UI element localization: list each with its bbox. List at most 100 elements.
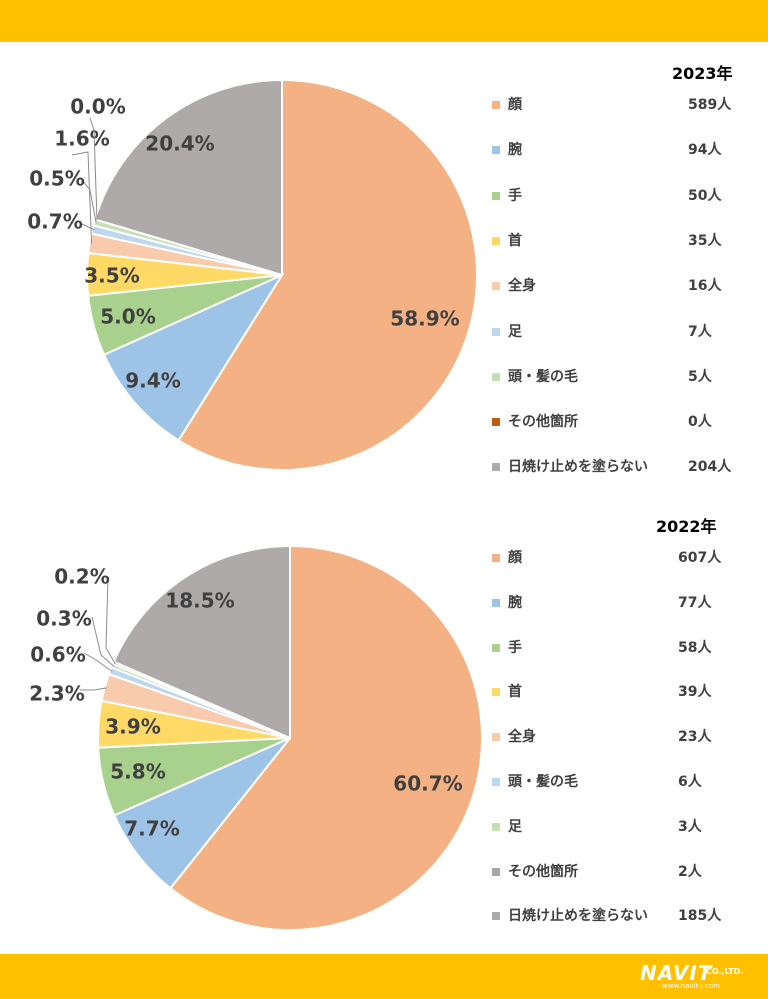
pie-slice-1-1 (112, 737, 291, 890)
pie-chart-2023: 58.9% 9.4% 5.0% 3.5% 1.6% 0.7% 0.5% 0.0% 20.4% 2… (0, 0, 768, 490)
legend-label: 足 (508, 818, 522, 835)
pie-slice-1-8 (112, 544, 291, 740)
legend-value: 58人 (678, 639, 712, 656)
pie-label-0-2: 5.0% (100, 305, 155, 329)
legend-item-0-7: その他箇所 0人 (492, 412, 742, 432)
legend-swatch (492, 598, 500, 607)
pie-label-0-6: 0.5% (29, 167, 84, 191)
leader-line-1-5 (83, 652, 113, 672)
legend-label: 全身 (508, 729, 536, 746)
legend-value: 5人 (688, 368, 712, 385)
legend-value: 6人 (678, 774, 702, 790)
legend-label: 首 (508, 684, 522, 701)
pie-label-0-7: 0.0% (70, 95, 125, 119)
legend-value: 589人 (688, 97, 732, 113)
legend-value: 39人 (678, 684, 712, 701)
pie-label-1-8: 18.5% (165, 589, 234, 613)
pie-label-0-4: 1.6% (54, 127, 109, 151)
pie-label-1-2: 5.8% (110, 760, 165, 784)
leader-line-1-4 (80, 687, 107, 691)
pie-2023-svg: 58.9% 9.4% 5.0% 3.5% 1.6% 0.7% 0.5% 0.0% 20.4% (27, 78, 478, 471)
legend-label: 顔 (508, 97, 522, 113)
legend-item-0-4: 全身 16人 (492, 276, 742, 296)
navit-logo: NAVIT CO.,LTD. www.navit-j.com (640, 961, 744, 990)
pie-chart-2022: 60.7% 7.7% 5.8% 3.9% 2.3% 0.6% 0.3% 0.2% 18.5% 2… (29, 517, 742, 931)
legend-swatch (492, 191, 500, 200)
bottom-banner: NAVIT CO.,LTD. www.navit-j.com (0, 954, 768, 999)
legend-item-1-3: 首 39人 (492, 682, 742, 702)
pie-slice-0-1 (102, 272, 285, 442)
pie-label-0-3: 3.5% (84, 264, 139, 288)
legend-item-1-0: 顔 607人 (492, 548, 742, 568)
legend-label: 手 (508, 187, 522, 204)
legend-label: 顔 (508, 550, 522, 566)
legend-swatch (492, 101, 500, 109)
legend-swatch (492, 912, 500, 921)
legend-value: 94人 (688, 142, 722, 159)
legend-item-0-1: 腕 94人 (492, 140, 742, 160)
pie-label-0-1: 9.4% (125, 369, 180, 393)
legend-value: 2人 (678, 863, 702, 880)
pie-label-1-6: 0.3% (36, 607, 91, 631)
pie-label-1-1: 7.7% (124, 817, 179, 841)
legend-swatch (492, 418, 500, 427)
pie-slice-0-0 (177, 78, 478, 471)
legend-label: 日焼け止めを塗らない (508, 459, 648, 476)
legend-label: 腕 (508, 594, 522, 611)
legend-item-0-3: 首 35人 (492, 231, 742, 251)
legend-label: 日焼け止めを塗らない (508, 908, 648, 925)
legend-swatch (492, 146, 500, 155)
leader-line-0-6 (81, 179, 97, 223)
legend-value: 204人 (688, 459, 732, 476)
legend-swatch (492, 327, 500, 336)
chart-title-2022: 2022年 (656, 517, 717, 536)
pie-slice-1-0 (169, 544, 483, 931)
legend-value: 3人 (678, 818, 702, 835)
legend-label: 首 (508, 232, 522, 249)
legend-value: 77人 (678, 594, 712, 611)
pie-label-0-8: 20.4% (145, 132, 214, 156)
legend-swatch (492, 778, 500, 786)
legend-value: 50人 (688, 187, 722, 204)
legend-item-1-6: 足 3人 (492, 817, 742, 837)
leader-line-0-5 (81, 223, 95, 231)
leader-line-0-4 (71, 151, 93, 244)
legend-item-1-5: 頭・髪の毛 6人 (492, 772, 742, 792)
legend-item-0-2: 手 50人 (492, 186, 742, 206)
pie-label-1-7: 0.2% (54, 565, 109, 589)
pie-label-1-5: 0.6% (30, 643, 85, 667)
leader-line-0-7 (89, 117, 98, 221)
legend-swatch (492, 282, 500, 291)
legend-item-1-7: その他箇所 2人 (492, 862, 742, 882)
legend-item-1-1: 腕 77人 (492, 593, 742, 613)
legend-item-1-8: 日焼け止めを塗らない 185人 (492, 906, 742, 926)
legend-label: 頭・髪の毛 (508, 368, 578, 385)
legend-swatch (492, 554, 500, 562)
legend-swatch (492, 372, 500, 381)
legend-value: 185人 (678, 908, 722, 925)
legend-swatch (492, 463, 500, 472)
legend-label: 腕 (508, 142, 522, 159)
legend-item-1-2: 手 58人 (492, 638, 742, 658)
legend-item-0-5: 足 7人 (492, 322, 742, 342)
legend-item-0-0: 顔 589人 (492, 95, 742, 115)
leader-line-1-6 (91, 616, 115, 667)
legend-label: その他箇所 (508, 414, 578, 431)
legend-item-1-4: 全身 23人 (492, 727, 742, 747)
legend-value: 35人 (688, 232, 722, 249)
legend-value: 7人 (688, 323, 712, 340)
legend-swatch (492, 733, 500, 742)
legend-swatch (492, 867, 500, 876)
legend-swatch (492, 643, 500, 652)
pie-label-1-4: 2.3% (29, 682, 84, 706)
legend-label: 全身 (508, 278, 536, 295)
legend-swatch (492, 236, 500, 245)
legend-swatch (492, 688, 500, 697)
pie-label-1-3: 3.9% (105, 715, 160, 739)
legend-item-0-8: 日焼け止めを塗らない 204人 (492, 457, 742, 477)
legend-label: その他箇所 (508, 863, 578, 880)
top-banner (0, 0, 768, 42)
chart-title-2023: 2023年 (672, 64, 733, 83)
legend-label: 頭・髪の毛 (508, 774, 578, 790)
legend-item-0-6: 頭・髪の毛 5人 (492, 367, 742, 387)
